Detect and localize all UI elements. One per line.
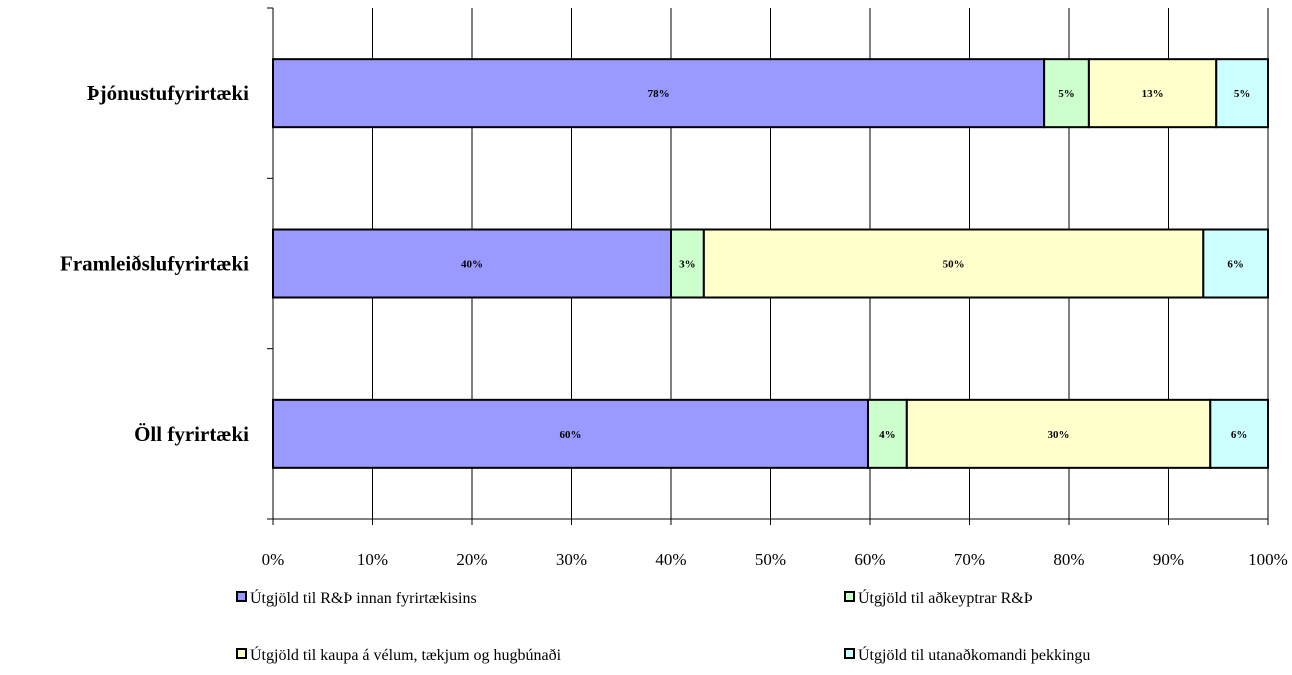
legend-swatch <box>236 648 247 659</box>
bar-segment <box>272 398 870 469</box>
legend-entry: Útgjöld til utanaðkomandi þekkingu <box>858 645 1090 664</box>
data-label: 78% <box>648 88 670 100</box>
data-label: 4% <box>879 429 896 441</box>
x-tick-label: 30% <box>556 550 587 569</box>
x-tick-label: 0% <box>262 550 285 569</box>
x-tick-label: 10% <box>357 550 388 569</box>
x-tick-label: 60% <box>854 550 885 569</box>
data-label: 6% <box>1231 429 1248 441</box>
legend-swatch <box>236 591 247 602</box>
category-label: Þjónustufyrirtæki <box>87 81 249 105</box>
data-label: 3% <box>679 259 696 271</box>
legend-swatch <box>844 648 855 659</box>
bar-segment <box>702 228 1205 299</box>
data-label: 13% <box>1142 88 1164 100</box>
bar-segment <box>670 228 705 299</box>
x-tick-label: 40% <box>655 550 686 569</box>
x-tick-label: 70% <box>954 550 985 569</box>
bar-segment <box>1087 58 1218 129</box>
legend-entry: Útgjöld til aðkeyptrar R&Þ <box>858 588 1033 607</box>
data-label: 60% <box>560 429 582 441</box>
legend-swatch <box>844 591 855 602</box>
x-tick-label: 80% <box>1053 550 1084 569</box>
x-tick-label: 90% <box>1153 550 1184 569</box>
data-label: 50% <box>943 259 965 271</box>
data-label: 40% <box>461 259 483 271</box>
bar-segment <box>867 398 908 469</box>
bar-segment <box>1209 398 1270 469</box>
bar-segment <box>1215 58 1270 129</box>
bar-segment <box>905 398 1212 469</box>
bar-segment <box>1043 58 1090 129</box>
bar-segment <box>1202 228 1269 299</box>
x-tick-label: 20% <box>456 550 487 569</box>
data-label: 5% <box>1058 88 1075 100</box>
data-label: 5% <box>1234 88 1251 100</box>
bar-segment <box>272 58 1046 129</box>
bar-segment <box>272 228 672 299</box>
category-label: Öll fyrirtæki <box>134 422 249 446</box>
x-tick-label: 50% <box>755 550 786 569</box>
data-label: 6% <box>1227 259 1244 271</box>
category-label: Framleiðslufyrirtæki <box>60 252 249 276</box>
legend-entry: Útgjöld til R&Þ innan fyrirtækisins <box>250 588 477 607</box>
x-tick-label: 100% <box>1248 550 1288 569</box>
legend-entry: Útgjöld til kaupa á vélum, tækjum og hug… <box>250 645 562 664</box>
data-label: 30% <box>1048 429 1070 441</box>
